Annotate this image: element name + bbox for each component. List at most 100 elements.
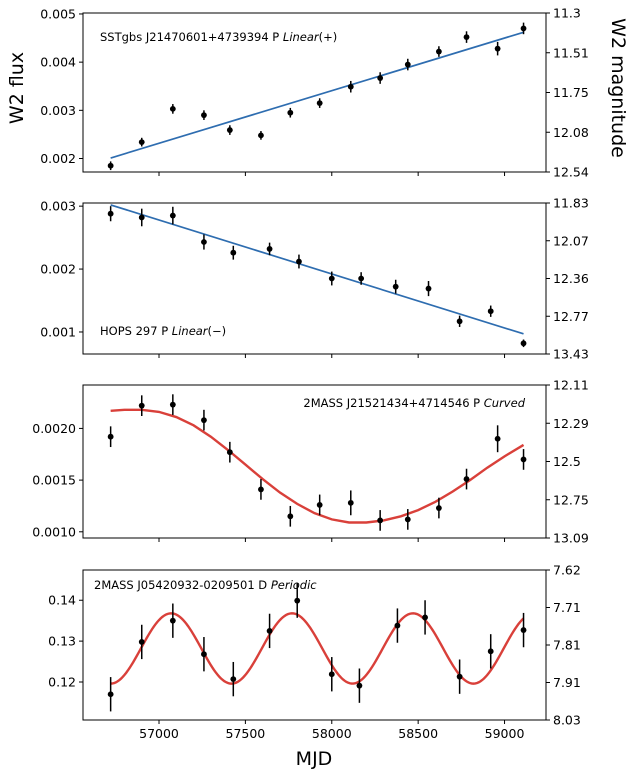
data-point xyxy=(258,486,264,493)
data-point xyxy=(138,214,145,221)
y-axis-title-right: W2 magnitude xyxy=(607,18,626,158)
mag-tick-label: 12.07 xyxy=(553,233,589,248)
data-point xyxy=(435,48,442,55)
data-point xyxy=(487,648,494,655)
data-point xyxy=(316,100,323,106)
y-axis-title-left: W2 flux xyxy=(6,52,28,124)
data-point xyxy=(463,476,470,482)
data-point xyxy=(107,691,114,698)
data-point xyxy=(394,622,401,629)
data-point xyxy=(201,651,207,658)
data-point xyxy=(230,249,237,256)
data-point xyxy=(294,597,301,604)
data-point xyxy=(377,517,384,524)
data-point xyxy=(463,34,470,40)
data-point xyxy=(230,676,237,683)
annotation-italic: Linear xyxy=(172,324,209,338)
y-tick-label: 0.004 xyxy=(40,55,76,70)
data-point xyxy=(169,617,176,624)
panel-annotation: HOPS 297 P Linear(−) xyxy=(100,324,226,338)
y-tick-label: 0.002 xyxy=(40,262,76,277)
y-tick-label: 0.005 xyxy=(40,6,76,21)
data-point xyxy=(138,139,145,146)
annotation-italic: Linear xyxy=(283,30,320,44)
fit-line xyxy=(110,31,524,159)
x-tick-label: 58000 xyxy=(312,726,352,741)
y-tick-label: 0.12 xyxy=(48,674,76,689)
y-tick-label: 0.003 xyxy=(40,103,76,118)
mag-tick-label: 12.54 xyxy=(553,165,589,180)
annotation-suffix: (−) xyxy=(208,324,227,338)
y-tick-label: 0.0015 xyxy=(32,473,76,488)
data-point xyxy=(404,516,411,523)
mag-tick-label: 11.51 xyxy=(553,45,589,60)
annotation-prefix: SSTgbs J21470601+4739394 P xyxy=(100,30,283,44)
panel-annotation: 2MASS J21521434+4714546 P Curved xyxy=(303,396,525,410)
mag-tick-label: 12.5 xyxy=(553,454,581,469)
mag-tick-label: 12.08 xyxy=(553,125,589,140)
y-tick-label: 0.13 xyxy=(48,634,76,649)
data-point xyxy=(169,401,176,408)
data-point xyxy=(356,682,363,689)
data-point xyxy=(456,673,463,680)
data-point xyxy=(520,25,527,32)
data-point xyxy=(138,402,145,409)
data-point xyxy=(201,417,207,424)
fit-line xyxy=(110,408,525,524)
annotation-prefix: 2MASS J21521434+4714546 P xyxy=(303,396,483,410)
data-point xyxy=(266,627,273,634)
mag-tick-label: 11.75 xyxy=(553,85,589,100)
data-point xyxy=(347,499,354,506)
x-tick-label: 58500 xyxy=(398,726,438,741)
data-point xyxy=(392,283,399,290)
mag-tick-label: 13.43 xyxy=(553,347,589,362)
annotation-suffix: (+) xyxy=(319,30,338,44)
data-point xyxy=(494,45,501,52)
mag-tick-label: 12.77 xyxy=(553,309,589,324)
y-tick-label: 0.003 xyxy=(40,199,76,214)
panel-annotation: SSTgbs J21470601+4739394 P Linear(+) xyxy=(100,30,337,44)
mag-tick-label: 11.83 xyxy=(553,196,589,211)
mag-tick-label: 12.29 xyxy=(553,416,589,431)
mag-tick-label: 7.71 xyxy=(553,600,581,615)
data-point xyxy=(226,127,233,133)
mag-tick-label: 7.91 xyxy=(553,675,581,690)
mag-tick-label: 12.36 xyxy=(553,271,589,286)
data-point xyxy=(296,258,302,265)
data-point xyxy=(138,639,145,645)
panel-2: 0.001 0.002 0.003 11.83 12.07 12.36 12.77 13.43… xyxy=(40,196,589,362)
data-point xyxy=(328,275,335,282)
data-point xyxy=(169,105,176,112)
data-point xyxy=(287,513,294,520)
data-point xyxy=(456,318,463,325)
x-axis-title: MJD xyxy=(296,748,333,770)
x-tick-label: 59000 xyxy=(485,726,525,741)
mag-tick-label: 8.03 xyxy=(553,713,581,728)
data-point xyxy=(266,246,273,252)
data-point xyxy=(435,505,442,511)
x-tick-label: 57000 xyxy=(139,726,179,741)
fit-line xyxy=(110,204,524,335)
panels: 0.002 0.003 0.004 0.005 11.3 11.51 11.75 12.08 1… xyxy=(32,6,589,742)
data-point xyxy=(494,435,501,442)
data-point xyxy=(107,210,114,217)
data-point xyxy=(487,308,494,315)
fit-line xyxy=(110,612,525,685)
data-point xyxy=(316,502,323,508)
axes-frame xyxy=(82,569,547,721)
mag-tick-label: 13.09 xyxy=(553,531,589,546)
y-tick-label: 0.14 xyxy=(48,593,76,608)
y-tick-label: 0.001 xyxy=(40,324,76,339)
mag-tick-label: 12.11 xyxy=(553,378,589,393)
data-point xyxy=(422,614,428,621)
data-point xyxy=(520,340,527,347)
data-point xyxy=(201,112,207,119)
x-tick-label: 57500 xyxy=(226,726,266,741)
panel-annotation: 2MASS J05420932-0209501 D Periodic xyxy=(94,578,317,592)
data-point xyxy=(201,239,207,245)
data-point xyxy=(358,275,365,282)
annotation-italic: Periodic xyxy=(271,578,317,592)
data-point xyxy=(347,83,354,90)
data-point xyxy=(520,456,527,463)
